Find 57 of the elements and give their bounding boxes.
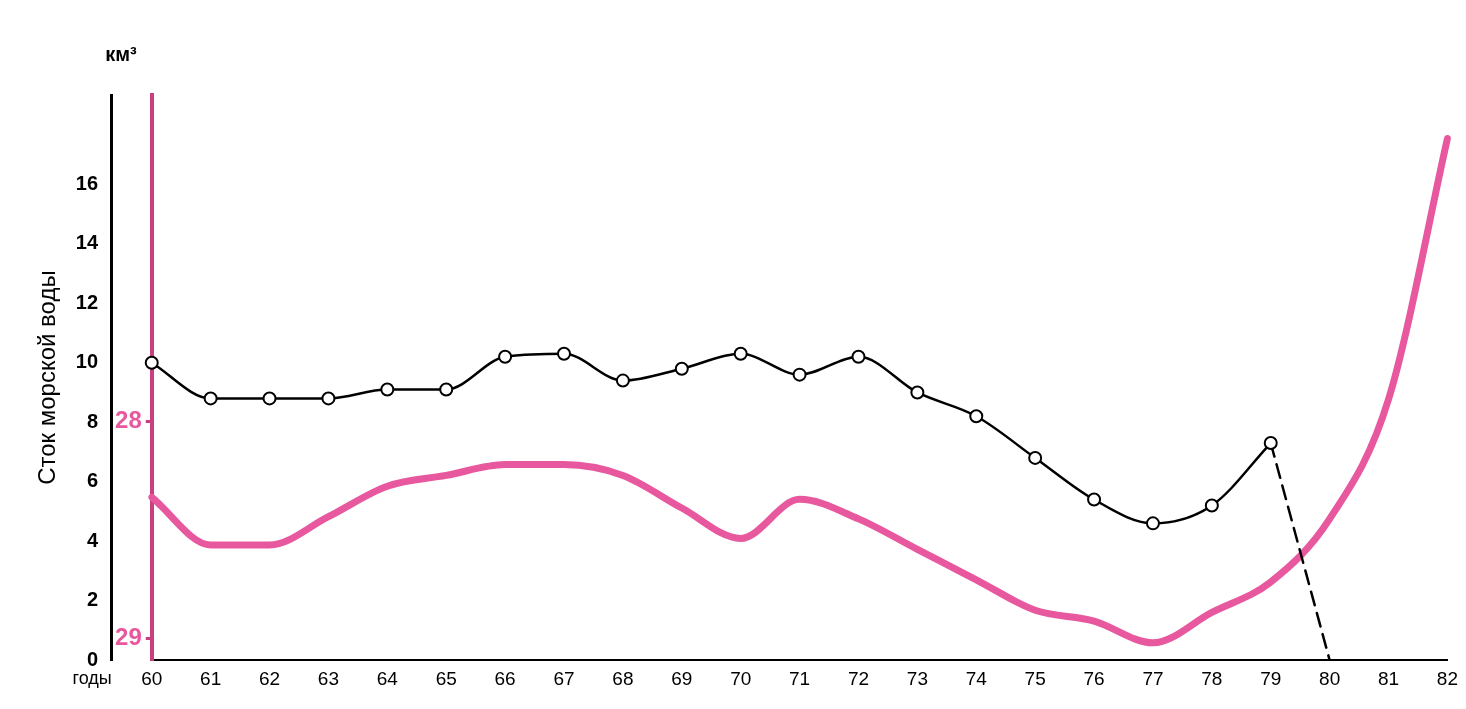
x-tick-label: 63 — [317, 667, 339, 689]
point — [1145, 516, 1160, 531]
point — [321, 391, 336, 406]
text: км³ — [105, 42, 138, 65]
y-tick-label: 6 — [86, 469, 99, 492]
point — [733, 346, 748, 361]
point — [1204, 498, 1219, 513]
x-tick-label: 73 — [906, 667, 928, 689]
y-tick-label: 12 — [75, 290, 99, 313]
x-tick-label: 67 — [553, 667, 575, 689]
x-tick-label: 78 — [1201, 667, 1223, 689]
point — [851, 349, 866, 364]
point — [792, 367, 807, 382]
point — [1087, 492, 1102, 507]
x-tick-label: 80 — [1319, 667, 1341, 689]
point — [1263, 436, 1278, 451]
point — [144, 355, 159, 370]
y-tick-label: 10 — [75, 350, 99, 373]
x-tick-label: 69 — [671, 667, 693, 689]
point — [1028, 450, 1043, 465]
x-tick-label: 62 — [258, 667, 281, 689]
point — [557, 346, 572, 361]
y-axis-title: Сток морской воды — [33, 270, 61, 485]
y-tick-label: 0 — [86, 647, 99, 670]
x-tick-label: 61 — [200, 667, 222, 689]
x-tick-label: 66 — [494, 667, 516, 689]
x-tick-label: 71 — [789, 667, 811, 689]
x-tick-label: 60 — [141, 667, 163, 689]
point — [203, 391, 218, 406]
point — [910, 385, 925, 400]
y-tick-label: 16 — [75, 171, 99, 194]
x-tick-label: 77 — [1142, 667, 1164, 689]
y2-tick-label: 28 — [115, 405, 142, 433]
point — [674, 361, 689, 376]
x-tick-label: 64 — [376, 667, 399, 689]
x-tick-label: 72 — [847, 667, 870, 689]
y-tick-label: 8 — [86, 409, 99, 432]
x-tick-label: 79 — [1260, 667, 1282, 689]
point — [262, 391, 277, 406]
x-tick-label: 70 — [730, 667, 752, 689]
x-tick-label: 76 — [1083, 667, 1105, 689]
y-tick-label: 14 — [75, 231, 99, 254]
x-axis-title: годы — [72, 668, 112, 689]
x-tick-label: 82 — [1436, 667, 1458, 689]
x-tick-label: 68 — [612, 667, 634, 689]
x-tick-label: 74 — [965, 667, 988, 689]
point — [615, 373, 630, 388]
x-tick-label: 81 — [1377, 667, 1400, 689]
y-tick-label: 2 — [86, 588, 99, 611]
point — [969, 409, 984, 424]
x-tick-label: 65 — [435, 667, 457, 689]
point — [439, 382, 454, 397]
y2-tick-label: 29 — [115, 623, 142, 651]
y-tick-label: 4 — [86, 528, 99, 551]
point — [380, 382, 395, 397]
point — [498, 349, 513, 364]
x-tick-label: 75 — [1024, 667, 1046, 689]
